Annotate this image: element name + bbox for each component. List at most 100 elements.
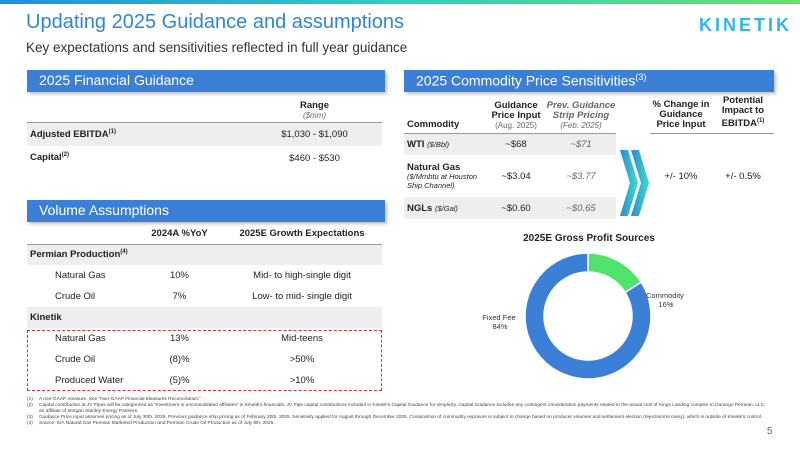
input-value: ~$0.60: [501, 202, 531, 214]
row-yoy: (8)%: [169, 354, 190, 365]
footnote-number: (2): [27, 403, 33, 408]
strip-value: ~$71: [570, 138, 592, 150]
table-row: Natural Gas 10% Mid- to high-single digi…: [27, 265, 382, 286]
footnote-number: (4): [27, 421, 33, 426]
footnote-number: (1): [27, 397, 33, 402]
yoy-column-header: 2024A %YoY: [137, 224, 222, 245]
table-row: Capital(2) $460 - $530: [27, 146, 382, 170]
footnote: (4) Source: EIA Natural Gas Permian Marke…: [27, 421, 767, 427]
row-label: Crude Oil: [55, 291, 96, 302]
footnote: (2) Capital contribution at JV Pipes will…: [27, 403, 767, 415]
strip-value: ~$0.65: [566, 202, 596, 214]
group-label: Kinetik: [30, 312, 62, 324]
gross-profit-donut-chart: Commodity 16% Fixed Fee 84%: [482, 252, 686, 380]
table-row: NGLs ($/Gal) ~$0.60 ~$0.65: [404, 197, 616, 219]
table-row: Crude Oil (8)% >50%: [27, 349, 382, 370]
row-value: $460 - $530: [289, 152, 340, 164]
row-growth: Low- to mid- single digit: [252, 291, 352, 302]
growth-column-header: 2025E Growth Expectations: [222, 224, 382, 245]
change-column-header: % Change in Guidance Price Input: [650, 95, 712, 134]
row-growth: Mid-teens: [281, 333, 323, 344]
row-label: Natural Gas: [55, 333, 106, 344]
sensitivities-table: Commodity Guidance Price Input (Aug. 202…: [404, 95, 616, 219]
row-label: Natural Gas: [55, 270, 106, 281]
footnote: (1) A non-GAAP measure. See “Non-GAAP Fin…: [27, 397, 767, 403]
row-growth: Mid- to high-single digit: [253, 270, 351, 281]
strip-column-header: Prev. Guidance Strip Pricing: [546, 99, 616, 121]
footnote-text: Guidance Price Input assumes pricing as …: [39, 415, 763, 420]
financial-guidance-table: Range ($mm) Adjusted EBITDA(1) $1,030 - …: [27, 100, 382, 170]
sensitivities-header: 2025 Commodity Price Sensitivities(3): [404, 70, 774, 92]
commodity-name: WTI: [407, 138, 425, 150]
footnote-ref: (2): [61, 152, 70, 159]
footnote: (3) Guidance Price Input assumes pricing …: [27, 415, 767, 421]
table-row: Produced Water (5)% >10%: [27, 370, 382, 391]
table-row: Adjusted EBITDA(1) $1,030 - $1,090: [27, 122, 382, 146]
fixed-fee-slice-label: Fixed Fee 84%: [482, 313, 517, 331]
volume-assumptions-title: Volume Assumptions: [39, 202, 169, 218]
row-yoy: 10%: [169, 270, 189, 281]
footnote-number: (3): [27, 415, 33, 420]
footnote-ref: (1): [757, 118, 765, 125]
strip-column-sub: (Feb. 2025): [560, 120, 602, 130]
range-column-header: Range: [299, 99, 330, 111]
row-growth: >50%: [289, 354, 315, 365]
impact-value: +/- 0.5%: [725, 170, 761, 182]
input-column-sub: (Aug. 2025): [495, 120, 537, 130]
row-yoy: 13%: [169, 333, 189, 344]
commodity-slice-name: Commodity: [646, 291, 684, 300]
top-accent-bar: [0, 0, 800, 4]
row-label: Capital: [30, 152, 62, 164]
commodity-name: Natural Gas: [407, 161, 461, 173]
row-growth: >10%: [289, 375, 315, 386]
commodity-slice-label: Commodity 16%: [646, 291, 686, 309]
kinetik-highlight-box: [27, 330, 382, 391]
fixed-fee-slice-name: Fixed Fee: [482, 313, 515, 322]
input-column-header: Guidance Price Input: [491, 99, 541, 121]
group-row: Kinetik: [27, 307, 382, 328]
table-row: Natural Gas 13% Mid-teens: [27, 328, 382, 349]
page-subtitle: Key expectations and sensitivities refle…: [26, 40, 408, 55]
commodity-unit: ($/Bbl): [427, 139, 450, 149]
footnote-ref: (4): [120, 249, 128, 256]
footnote-text: A non-GAAP measure. See “Non-GAAP Financ…: [39, 397, 201, 402]
row-label: Crude Oil: [55, 354, 96, 365]
range-column-unit: ($mm): [302, 110, 327, 120]
company-logo: KINETIK: [699, 15, 792, 35]
donut-slice-fixed-fee: [524, 252, 652, 380]
commodity-name: NGLs: [407, 202, 433, 214]
table-row: Natural Gas ($/Mmbtu at Houston Ship Chan…: [404, 155, 616, 197]
volume-assumptions-header: Volume Assumptions: [27, 200, 385, 222]
group-label: Permian Production: [30, 249, 121, 261]
footnote-text: Source: EIA Natural Gas Permian Marketed…: [39, 421, 275, 426]
input-value: ~$68: [505, 138, 527, 150]
chart-title: 2025E Gross Profit Sources: [523, 233, 655, 244]
sensitivities-title: 2025 Commodity Price Sensitivities: [416, 72, 636, 89]
table-row: Crude Oil 7% Low- to mid- single digit: [27, 286, 382, 307]
commodity-unit: ($/Mmbtu at Houston Ship Channel): [407, 171, 478, 190]
row-label: Produced Water: [55, 375, 124, 386]
strip-value: ~$3.77: [566, 170, 596, 182]
table-row: WTI ($/Bbl) ~$68 ~$71: [404, 133, 616, 155]
change-value: +/- 10%: [664, 170, 698, 182]
row-value: $1,030 - $1,090: [281, 128, 348, 140]
footnote-text: Capital contribution at JV Pipes will be…: [39, 403, 766, 414]
footnote-ref: (3): [635, 72, 647, 82]
row-yoy: (5)%: [169, 375, 190, 386]
input-value: ~$3.04: [501, 170, 531, 182]
commodity-column-header: Commodity: [404, 95, 486, 134]
row-label: Adjusted EBITDA: [30, 128, 109, 140]
impact-column-header: Potential Impact to EBITDA: [721, 95, 765, 130]
fixed-fee-slice-value: 84%: [492, 322, 507, 331]
page-number: 5: [767, 426, 773, 437]
volume-assumptions-table: 2024A %YoY 2025E Growth Expectations Per…: [27, 224, 382, 391]
group-row: Permian Production(4): [27, 244, 382, 265]
financial-guidance-header: 2025 Financial Guidance: [27, 70, 385, 92]
impact-table: % Change in Guidance Price Input Potenti…: [650, 95, 774, 219]
footnote-ref: (1): [108, 128, 116, 135]
financial-guidance-title: 2025 Financial Guidance: [39, 72, 194, 88]
commodity-slice-value: 16%: [658, 300, 673, 309]
row-yoy: 7%: [172, 291, 187, 302]
chevron-arrows-icon: [620, 150, 649, 216]
page-title: Updating 2025 Guidance and assumptions: [26, 11, 405, 33]
